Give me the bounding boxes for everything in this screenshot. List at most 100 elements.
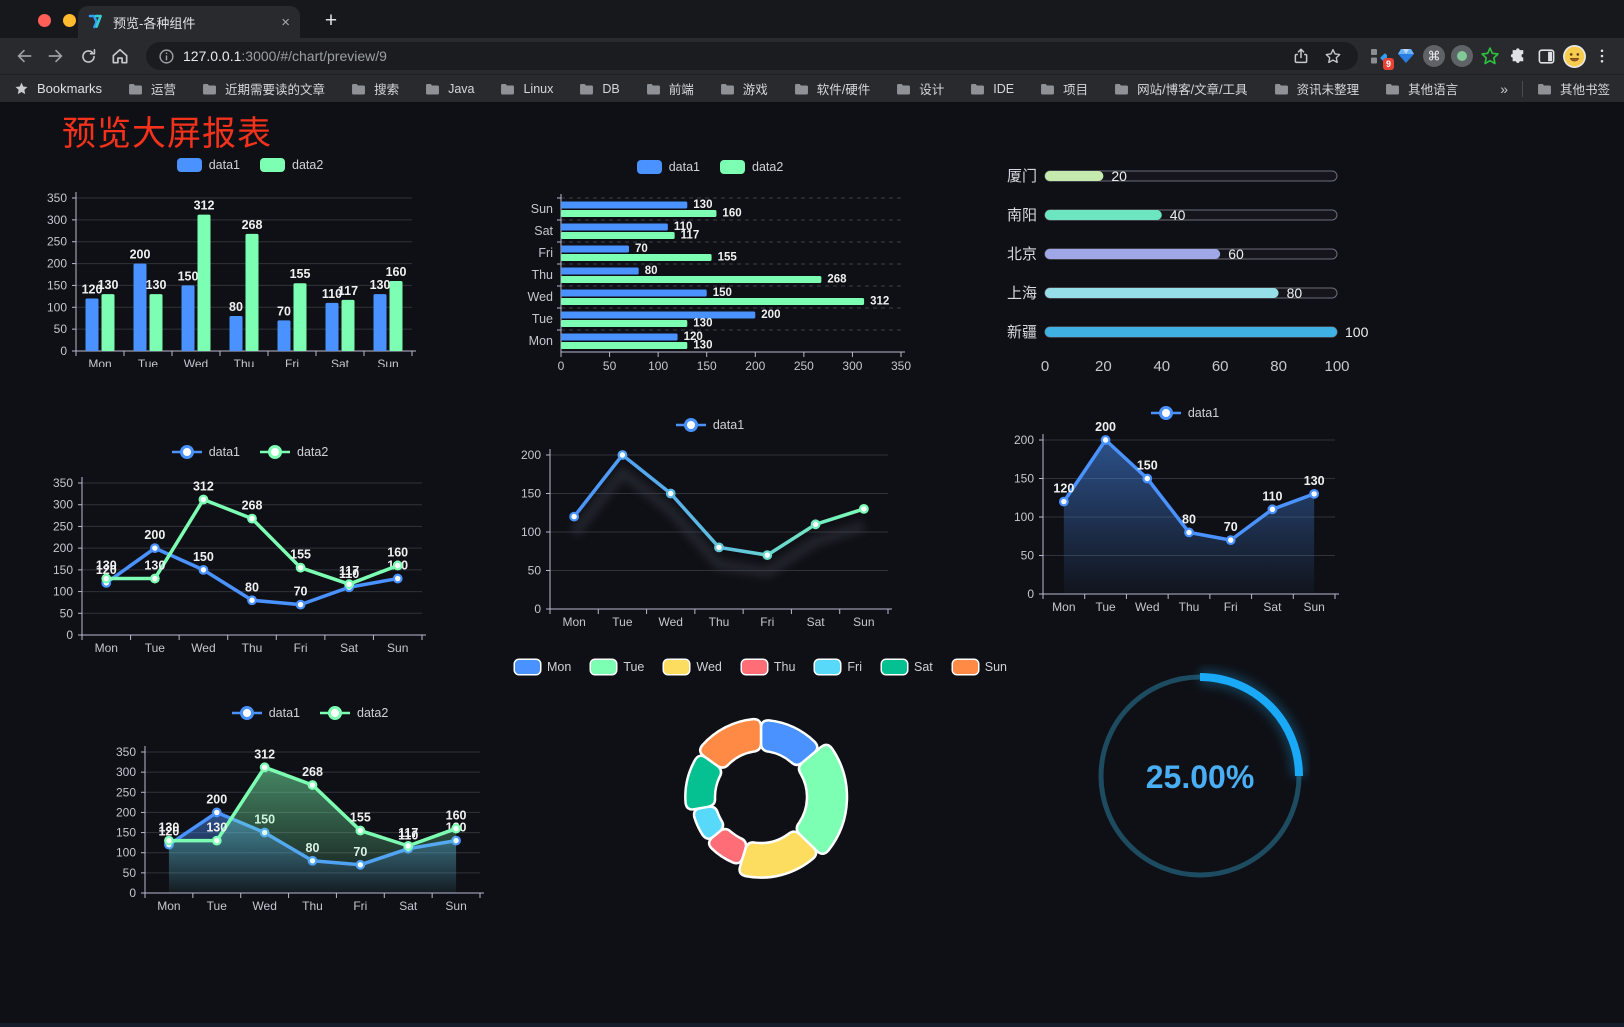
legend-swatch <box>514 660 540 674</box>
legend-item[interactable]: data1 <box>1150 406 1219 420</box>
svg-text:100: 100 <box>521 525 541 539</box>
extension-command-icon[interactable]: ⌘ <box>1420 42 1448 70</box>
back-button[interactable] <box>10 42 38 70</box>
extension-green-star-icon[interactable] <box>1476 42 1504 70</box>
bookmark-folder[interactable]: 运营 <box>128 79 176 98</box>
legend-item[interactable]: data1 <box>636 160 700 174</box>
legend-item[interactable]: data2 <box>260 445 328 459</box>
legend-swatch <box>882 660 907 674</box>
window-bottom-border <box>0 1023 1624 1027</box>
bookmark-folder[interactable]: 网站/博客/文章/工具 <box>1114 79 1248 98</box>
bookmark-folder[interactable]: Linux <box>500 82 553 96</box>
bookmark-folder[interactable]: 设计 <box>896 79 944 98</box>
capsule-canvas: 厦门 20 南阳 40 北京 60 上海 80 新疆 100 0 20 40 60 80 100 <box>1007 168 1369 375</box>
extensions-puzzle-icon[interactable] <box>1504 42 1532 70</box>
legend-item[interactable]: data1 <box>176 158 240 172</box>
svg-text:Thu: Thu <box>302 899 323 913</box>
svg-text:80: 80 <box>229 300 243 314</box>
bookmark-folder[interactable]: IDE <box>970 82 1014 96</box>
legend-item[interactable]: data1 <box>675 418 744 432</box>
forward-button[interactable] <box>42 42 70 70</box>
svg-text:Fri: Fri <box>285 357 299 367</box>
bookmark-folder[interactable]: 资讯未整理 <box>1274 79 1359 98</box>
area-line-chart: data1 0 50 100 150 200 Mon Tue Wed Thu Fri Sat Sun 12… <box>985 390 1385 618</box>
svg-text:200: 200 <box>1095 420 1116 434</box>
svg-text:Thu: Thu <box>242 641 263 655</box>
legend-item[interactable]: Sat <box>882 660 933 674</box>
bookmarks-overflow-chevron[interactable]: » <box>1500 80 1508 97</box>
legend-item[interactable]: data2 <box>260 158 323 172</box>
chart-legend: data1 <box>500 418 920 432</box>
extension-record-icon[interactable] <box>1448 42 1476 70</box>
legend-item[interactable]: Fri <box>815 660 862 674</box>
svg-text:110: 110 <box>398 829 418 843</box>
svg-text:130: 130 <box>370 278 391 292</box>
grouped-bar-canvas: 0 50 100 150 200 250 300 350 Mon Tue Wed Thu Fri Sat S… <box>47 191 416 371</box>
side-panel-icon[interactable] <box>1532 42 1560 70</box>
svg-text:厦门: 厦门 <box>1007 168 1037 185</box>
home-button[interactable] <box>106 42 134 70</box>
two-line-canvas: 0 50 100 150 200 250 300 350 Mon Tue Wed Thu Fri Sat S… <box>53 476 426 655</box>
bookmark-folder[interactable]: 项目 <box>1040 79 1088 98</box>
svg-text:Sun: Sun <box>531 202 553 216</box>
profile-avatar[interactable] <box>1560 42 1588 70</box>
svg-text:155: 155 <box>290 267 311 281</box>
legend-item[interactable]: Tue <box>591 660 644 674</box>
chart-legend: Mon Tue Wed Thu Fri Sat Sun <box>514 660 1007 674</box>
svg-text:Mon: Mon <box>529 334 553 348</box>
svg-text:Wed: Wed <box>528 290 554 304</box>
new-tab-button[interactable]: + <box>324 9 338 32</box>
bookmark-star-icon[interactable] <box>1324 47 1342 65</box>
svg-text:Sun: Sun <box>853 615 874 629</box>
svg-text:110: 110 <box>674 221 693 233</box>
share-icon[interactable] <box>1292 47 1310 65</box>
bookmarks-root-button[interactable]: Bookmarks <box>14 81 102 96</box>
svg-text:Tue: Tue <box>532 312 553 326</box>
svg-text:117: 117 <box>339 564 359 578</box>
bookmark-folder[interactable]: 近期需要读的文章 <box>202 79 325 98</box>
svg-text:Sat: Sat <box>340 641 359 655</box>
reload-button[interactable] <box>74 42 102 70</box>
legend-item[interactable]: Mon <box>514 660 571 674</box>
svg-text:150: 150 <box>1137 459 1158 473</box>
svg-text:70: 70 <box>294 585 308 599</box>
extension-grid-icon[interactable]: 9 <box>1364 42 1394 70</box>
svg-text:250: 250 <box>794 359 814 373</box>
bookmark-folder[interactable]: DB <box>579 82 620 96</box>
svg-text:0: 0 <box>534 602 541 616</box>
site-info-icon[interactable] <box>158 48 175 65</box>
bookmark-folder[interactable]: 其他语言 <box>1385 79 1458 98</box>
minimize-window-button[interactable] <box>63 14 76 27</box>
browser-menu-kebab-icon[interactable] <box>1588 42 1616 70</box>
extension-gem-icon[interactable] <box>1392 42 1420 70</box>
tab-favicon <box>88 14 104 30</box>
legend-item[interactable]: data2 <box>320 706 388 720</box>
close-window-button[interactable] <box>38 14 51 27</box>
browser-tab[interactable]: 预览-各种组件 × <box>78 6 300 38</box>
address-bar[interactable]: 127.0.0.1:3000/#/chart/preview/9 <box>146 42 1358 70</box>
legend-item[interactable]: data1 <box>171 445 240 459</box>
bookmarks-bar: Bookmarks 运营 近期需要读的文章 搜索 Java Linux DB 前端 游戏 软件/… <box>0 74 1624 102</box>
legend-item[interactable]: Wed <box>664 660 722 674</box>
svg-text:130: 130 <box>158 821 179 835</box>
legend-item[interactable]: data2 <box>720 160 783 174</box>
folder-icon <box>352 83 366 94</box>
folder-icon <box>1041 83 1055 94</box>
bookmark-folder[interactable]: 前端 <box>646 79 694 98</box>
tab-close-icon[interactable]: × <box>281 13 290 31</box>
svg-text:160: 160 <box>446 809 467 823</box>
bookmark-folder[interactable]: Java <box>425 82 474 96</box>
bookmark-folder[interactable]: 游戏 <box>720 79 768 98</box>
svg-text:50: 50 <box>60 606 74 620</box>
other-bookmarks-folder[interactable]: 其他书签 <box>1537 79 1610 98</box>
legend-item[interactable]: data1 <box>231 706 300 720</box>
svg-text:70: 70 <box>1224 520 1238 534</box>
legend-item[interactable]: Sun <box>952 660 1007 674</box>
svg-text:130: 130 <box>693 340 712 352</box>
legend-item[interactable]: Thu <box>741 660 795 674</box>
bookmark-folder[interactable]: 搜索 <box>351 79 399 98</box>
svg-text:300: 300 <box>842 359 862 373</box>
svg-text:150: 150 <box>1014 472 1034 486</box>
bookmark-folder[interactable]: 软件/硬件 <box>794 79 870 98</box>
